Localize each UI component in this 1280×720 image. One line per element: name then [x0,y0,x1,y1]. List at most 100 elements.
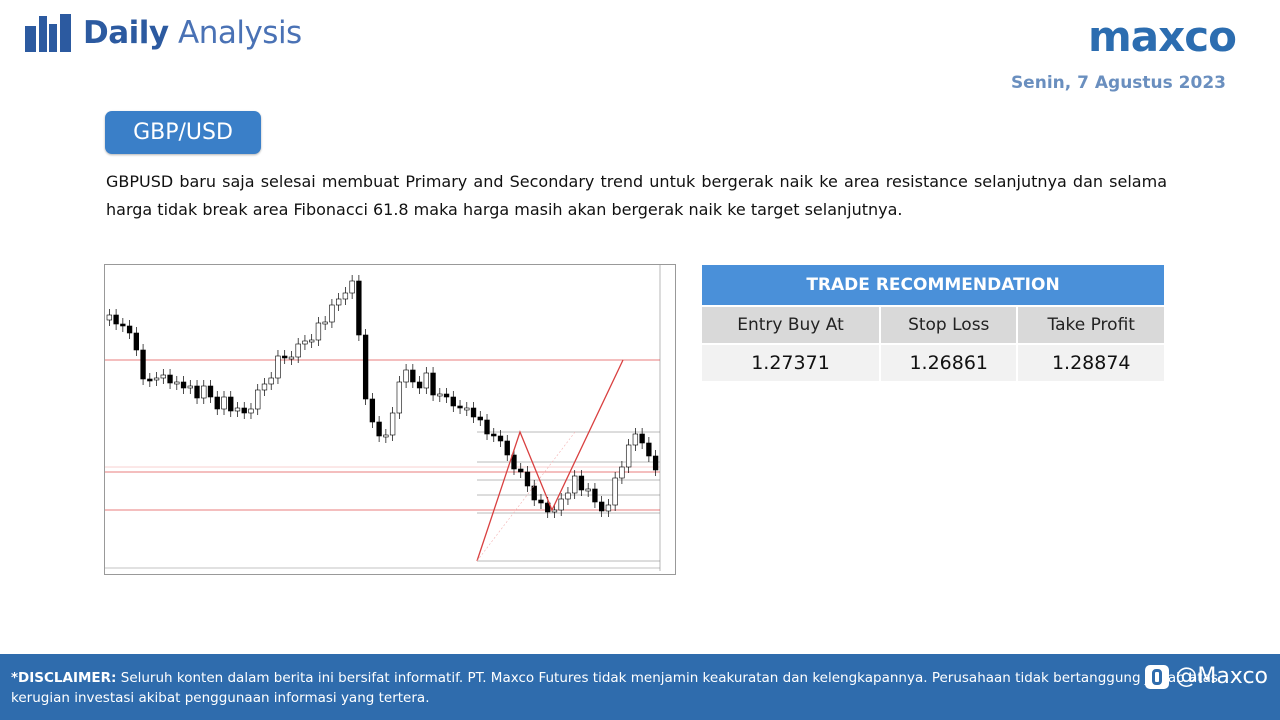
candle-body [443,393,450,398]
candle-body [396,381,403,414]
candle-body [261,383,268,391]
candle-body [241,407,247,414]
bar-chart-icon [25,14,71,52]
candle-body [531,485,537,501]
fib-diagonal [476,431,576,562]
candle-body [268,377,274,385]
disclaimer-text: Seluruh konten dalam berita ini bersifat… [11,670,1218,706]
candle-body [214,396,220,410]
candle-body [106,314,113,321]
column-entry: Entry Buy At [699,305,882,345]
page-title: Daily Analysis [83,15,302,51]
candle-body [464,407,470,411]
candle-body [180,381,187,389]
candle-body [248,408,254,414]
candle-body [605,504,612,512]
candle-body [322,321,328,325]
candle-body [477,416,483,421]
candle-body [221,396,227,410]
candle-body [625,444,632,468]
candle-body [362,334,369,400]
candle-body [403,369,409,383]
candlestick-chart [105,265,661,571]
trade-recommendation-table: TRADE RECOMMENDATION Entry Buy At Stop L… [699,263,1166,383]
pair-badge: GBP/USD [105,111,261,154]
candle-body [147,378,153,382]
candle-body [275,355,281,379]
candle-body [484,419,490,435]
candle-body [201,385,207,399]
candle-body [538,499,544,504]
candle-body [349,280,355,294]
candle-body [410,369,416,383]
projection-path [476,359,624,562]
candle-body [126,325,133,334]
candle-body [632,433,639,446]
candle-body [167,374,173,384]
candle-body [369,398,376,423]
candle-body [619,466,625,479]
candle-body [342,292,349,300]
candle-body [551,509,558,513]
candle-body [376,421,382,437]
candle-body [288,356,295,360]
candle-body [228,396,234,412]
candle-body [585,488,591,492]
candle-body [174,381,180,385]
table-title: TRADE RECOMMENDATION [700,263,1166,307]
candle-body [187,385,193,389]
candle-body [652,455,659,471]
candle-body [545,502,551,513]
value-take-profit: 1.28874 [1016,343,1166,383]
candle-body [524,471,531,487]
candle-body [309,339,315,343]
price-chart-screenshot [104,264,676,575]
candle-body [639,433,645,444]
candle-body [437,393,443,397]
candle-body [140,349,146,380]
candle-body [430,372,436,396]
candle-body [612,477,618,506]
candle-body [572,475,578,494]
candle-body [335,298,342,306]
candle-body [389,412,396,436]
report-date: Senin, 7 Agustus 2023 [1010,73,1226,93]
candle-body [497,435,504,442]
candle-body [423,372,429,389]
candle-body [302,340,308,345]
social-handle: @Maxco [1175,664,1268,689]
candle-body [120,323,126,327]
column-take-profit: Take Profit [1016,305,1166,345]
candle-body [558,498,564,511]
candle-body [599,501,605,512]
candle-body [234,407,241,412]
candle-body [592,488,598,503]
header-logo: Daily Analysis [25,14,302,52]
candle-body [578,475,585,491]
column-stop-loss: Stop Loss [879,305,1019,345]
candle-body [356,280,362,336]
disclaimer-label: *DISCLAIMER: [11,670,117,686]
candle-body [207,385,214,398]
analysis-description: GBPUSD baru saja selesai membuat Primary… [106,172,1167,219]
candle-body [491,433,497,437]
candle-body [383,434,389,438]
candle-body [646,442,652,457]
candle-body [153,377,160,381]
disclaimer-footer: *DISCLAIMER: Seluruh konten dalam berita… [0,654,1280,720]
candle-body [457,405,463,409]
candle-body [282,355,288,359]
candle-body [315,322,322,341]
candle-body [295,343,301,358]
candle-body [255,389,261,410]
candle-body [565,492,571,500]
value-stop-loss: 1.26861 [879,343,1019,383]
candle-body [450,396,456,407]
candle-body [470,407,477,418]
disclaimer: *DISCLAIMER: Seluruh konten dalam berita… [11,668,1231,708]
candle-body [416,381,423,389]
social-link[interactable]: @Maxco [1145,664,1268,689]
candle-body [160,374,166,379]
title-light: Analysis [177,15,302,51]
candle-body [504,440,510,456]
